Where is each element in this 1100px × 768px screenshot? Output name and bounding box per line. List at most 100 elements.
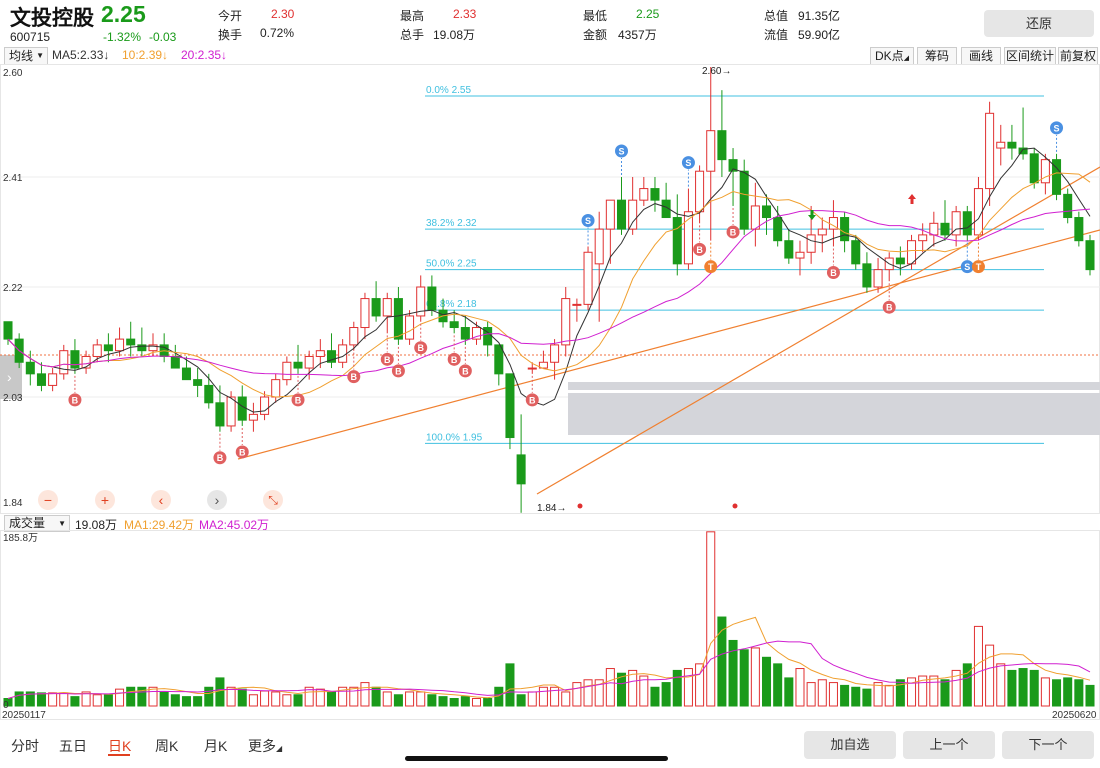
candle-body: [750, 205, 760, 230]
candle-body: [126, 338, 136, 346]
volume-bar: [862, 688, 872, 707]
previous-stock-button[interactable]: 上一个: [903, 731, 995, 759]
draw-line-button[interactable]: 画线: [961, 47, 1001, 65]
signal-label: B: [239, 447, 246, 457]
forward-adjust-button[interactable]: 前复权: [1058, 47, 1098, 65]
candle-body: [951, 211, 961, 236]
price-tick-label: 2.60: [3, 68, 23, 79]
ma10-line: [7, 172, 1091, 398]
signal-label: B: [72, 395, 79, 405]
dk-point-button[interactable]: DK点◢: [870, 47, 914, 65]
tab-weekly-k[interactable]: 周K: [155, 738, 179, 754]
signal-badge: [826, 265, 840, 279]
candle-body: [1029, 153, 1039, 184]
signal-label: S: [585, 216, 591, 226]
volume-bar: [884, 684, 894, 707]
volume-bar: [1007, 669, 1017, 707]
candle-body: [717, 130, 727, 161]
candle-body: [973, 188, 983, 236]
ma20-line: [7, 208, 1091, 377]
signal-badge: [347, 370, 361, 384]
zoom-in-button[interactable]: +: [95, 490, 115, 510]
next-stock-button[interactable]: 下一个: [1002, 731, 1094, 759]
volume-bar: [683, 668, 693, 707]
candle-body: [527, 367, 537, 370]
candle-body: [449, 321, 459, 329]
volume-bar: [326, 691, 337, 707]
candle-body: [628, 199, 638, 230]
candle-body: [271, 379, 281, 398]
stat-label-market-cap: 总值: [764, 9, 789, 23]
range-stats-button[interactable]: 区间统计: [1004, 47, 1056, 65]
zoom-out-button[interactable]: −: [38, 490, 58, 510]
candle-body: [594, 228, 604, 265]
volume-bar: [460, 696, 470, 707]
volume-bar: [851, 686, 861, 707]
ma-dropdown[interactable]: 均线 ▼: [4, 47, 48, 65]
fit-screen-button[interactable]: ⤡: [263, 490, 283, 510]
signal-label: S: [618, 147, 624, 157]
scroll-left-button[interactable]: ‹: [151, 490, 171, 510]
tab-daily-k[interactable]: 日K: [108, 738, 132, 754]
signal-badge: [391, 364, 405, 378]
volume-bar: [516, 694, 526, 707]
candle-body: [1018, 147, 1028, 155]
signal-label: B: [395, 366, 402, 376]
volume-bar: [1052, 679, 1062, 707]
volume-dropdown-label: 成交量: [9, 516, 46, 530]
candle-body: [1052, 159, 1062, 195]
volume-chart[interactable]: 185.8万 0 20250117 20250620: [0, 530, 1100, 720]
signal-badge: [447, 352, 461, 366]
candlestick-chart[interactable]: › 0.0% 2.55 38.2% 2.32 50.0% 2.25 61.8% 2.1…: [0, 64, 1100, 514]
volume-bar: [706, 531, 716, 707]
signal-label: S: [964, 262, 970, 272]
volume-bar: [1074, 679, 1084, 707]
candle-body: [25, 361, 35, 375]
candle-body: [806, 234, 816, 253]
candle-body: [226, 396, 236, 427]
tab-monthly-k[interactable]: 月K: [204, 738, 228, 754]
signal-label: B: [217, 453, 224, 463]
candle-body: [1063, 193, 1073, 219]
candle-body: [561, 298, 571, 346]
stat-value-amount: 4357万: [618, 28, 657, 42]
signal-label: S: [685, 158, 691, 168]
signal-badge: [960, 260, 974, 274]
volume-bar: [639, 675, 649, 707]
candle-body: [728, 159, 738, 172]
side-handle[interactable]: [0, 355, 22, 399]
tab-intraday[interactable]: 分时: [11, 738, 39, 754]
volume-bar: [728, 639, 738, 707]
restore-button[interactable]: 还原: [984, 10, 1094, 37]
candle-body: [405, 315, 415, 340]
volume-bar: [215, 677, 225, 707]
volume-bar: [315, 688, 325, 707]
volume-bar: [226, 686, 236, 707]
volume-bar: [985, 644, 995, 707]
signal-badge: [235, 445, 249, 459]
volume-bar: [840, 684, 850, 707]
tab-more[interactable]: 更多◢: [248, 736, 282, 756]
tab-five-day[interactable]: 五日: [59, 738, 87, 754]
volume-bar: [795, 668, 805, 707]
price-tick-label: 2.03: [3, 393, 23, 404]
volume-bar: [538, 686, 548, 707]
scroll-right-button[interactable]: ›: [207, 490, 227, 510]
signal-label: B: [886, 303, 893, 313]
volume-bar: [81, 691, 91, 707]
volume-dropdown[interactable]: 成交量 ▼: [4, 515, 70, 532]
volume-bar: [416, 691, 426, 707]
chips-button[interactable]: 筹码: [917, 47, 957, 65]
candle-body: [583, 251, 593, 305]
volume-bar: [3, 698, 13, 707]
volume-ma2-line: [7, 640, 1091, 699]
volume-bar: [695, 663, 705, 707]
stat-value-high: 2.33: [453, 7, 477, 21]
arrow-down-icon: [808, 210, 816, 220]
candle-body: [929, 222, 939, 236]
volume-bar: [181, 696, 191, 707]
signal-label: B: [830, 268, 837, 278]
price-tick-label: 2.41: [3, 173, 23, 184]
add-watchlist-button[interactable]: 加自选: [804, 731, 896, 759]
volume-max-label: 185.8万: [3, 533, 38, 544]
